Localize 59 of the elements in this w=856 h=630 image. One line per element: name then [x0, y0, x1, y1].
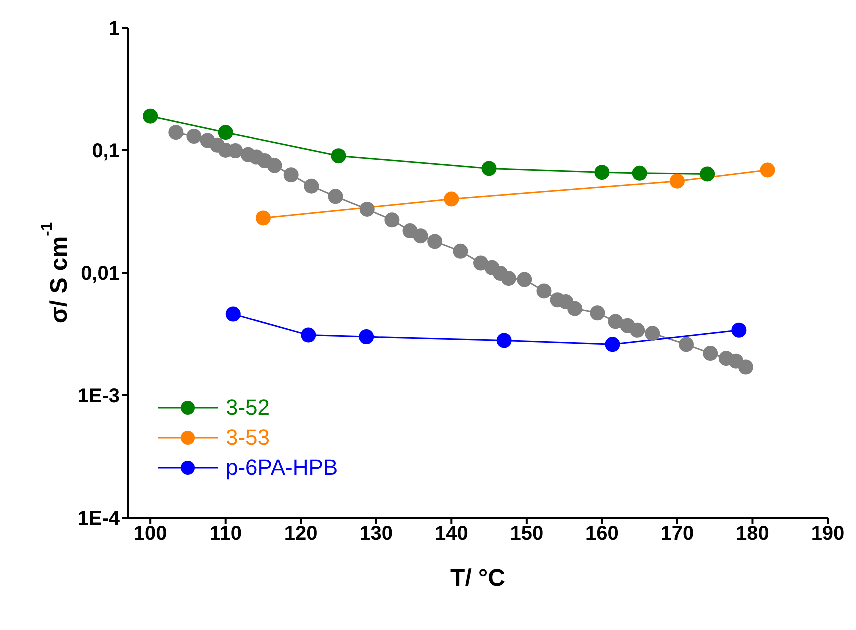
point — [760, 162, 776, 178]
point — [284, 168, 299, 183]
y-tick-label: 0,01 — [81, 263, 120, 286]
point — [536, 284, 552, 299]
point — [453, 244, 468, 259]
x-tick-label: 150 — [510, 523, 544, 546]
point — [630, 322, 646, 338]
point — [444, 192, 460, 207]
point — [331, 148, 346, 164]
point — [359, 330, 374, 345]
legend-label: 3-52 — [226, 395, 270, 421]
point — [501, 271, 516, 286]
point — [703, 346, 718, 362]
y-tick-label: 0,1 — [92, 140, 120, 163]
point — [670, 174, 685, 189]
x-tick-label: 100 — [134, 523, 168, 546]
y-tick-label: 1 — [108, 18, 120, 40]
x-tick-label: 160 — [586, 523, 619, 546]
point — [267, 158, 282, 174]
x-tick-label: 180 — [736, 523, 770, 546]
legend-label: 3-53 — [226, 425, 270, 451]
point — [474, 256, 489, 271]
point — [496, 333, 512, 348]
point — [168, 125, 184, 140]
x-tick-label: 110 — [210, 523, 242, 546]
point — [517, 272, 532, 288]
point — [738, 360, 754, 375]
point — [328, 189, 344, 204]
point — [226, 306, 241, 322]
point — [594, 165, 610, 180]
point — [605, 337, 620, 352]
x-tick-label: 170 — [660, 523, 694, 546]
point — [678, 337, 694, 352]
x-tick-label: 190 — [811, 523, 845, 546]
point — [568, 301, 583, 316]
point — [632, 166, 648, 181]
x-tick-label: 130 — [360, 523, 394, 546]
point — [304, 178, 320, 194]
point — [256, 210, 271, 226]
point — [645, 326, 660, 342]
point — [700, 166, 716, 182]
point — [732, 322, 747, 338]
point — [608, 314, 624, 330]
y-tick-label: 1E-3 — [78, 386, 120, 408]
point — [413, 228, 428, 244]
point — [384, 212, 400, 228]
point — [360, 202, 375, 217]
point — [143, 108, 158, 124]
point — [482, 161, 497, 176]
y-tick-label: 1E-4 — [78, 508, 121, 530]
point — [428, 234, 443, 250]
x-tick-label: 140 — [434, 523, 468, 546]
point — [186, 129, 202, 144]
legend-label: p-6PA-HPB — [226, 455, 338, 481]
x-tick-label: 120 — [284, 523, 318, 546]
point — [218, 125, 234, 140]
x-axis-title: T/ °C — [450, 565, 506, 592]
point — [590, 306, 606, 321]
point — [301, 328, 316, 343]
